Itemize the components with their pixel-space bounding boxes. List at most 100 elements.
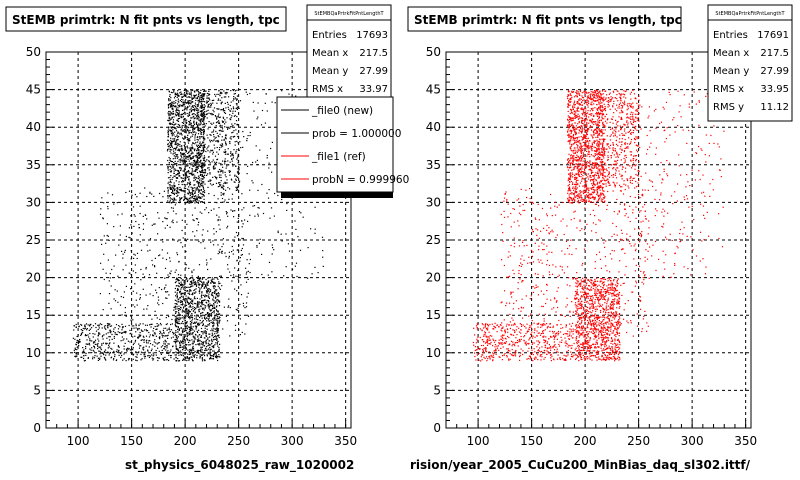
- scatter-point: [581, 178, 583, 180]
- scatter-point: [178, 282, 180, 284]
- scatter-point: [188, 101, 190, 103]
- scatter-point: [174, 123, 176, 125]
- scatter-point: [197, 302, 199, 304]
- scatter-point: [102, 268, 104, 270]
- scatter-point: [165, 284, 167, 286]
- scatter-point: [233, 115, 235, 117]
- scatter-point: [105, 352, 107, 354]
- legend-box[interactable]: [276, 96, 394, 193]
- scatter-point: [202, 185, 204, 188]
- scatter-point: [202, 151, 204, 153]
- scatter-point: [577, 159, 579, 161]
- scatter-point: [185, 267, 187, 269]
- scatter-point: [233, 130, 235, 132]
- scatter-point: [169, 110, 171, 113]
- scatter-point: [201, 303, 203, 305]
- scatter-point: [571, 111, 573, 113]
- scatter-point: [170, 104, 172, 106]
- scatter-point: [109, 352, 111, 354]
- scatter-point: [119, 304, 122, 306]
- scatter-point: [177, 360, 180, 362]
- scatter-point: [234, 114, 236, 117]
- scatter-point: [571, 123, 573, 125]
- scatter-point: [195, 291, 197, 293]
- scatter-point: [202, 241, 204, 243]
- scatter-point: [208, 316, 210, 318]
- scatter-point: [97, 348, 99, 350]
- scatter-point: [174, 168, 176, 170]
- scatter-point: [594, 153, 596, 155]
- scatter-point: [138, 351, 140, 353]
- scatter-point: [180, 317, 182, 319]
- scatter-point: [203, 121, 205, 123]
- scatter-point: [594, 198, 596, 200]
- scatter-point: [164, 346, 166, 348]
- scatter-point: [167, 169, 169, 171]
- scatter-point: [189, 119, 192, 121]
- scatter-point: [218, 349, 220, 351]
- scatter-point: [210, 321, 212, 324]
- scatter-point: [177, 331, 179, 333]
- scatter-point: [121, 250, 123, 252]
- scatter-point: [125, 348, 128, 350]
- right-title-box: [407, 6, 682, 32]
- scatter-point: [181, 354, 183, 356]
- scatter-point: [231, 245, 233, 248]
- scatter-point: [242, 131, 244, 133]
- scatter-point: [567, 179, 569, 181]
- scatter-point: [201, 358, 203, 360]
- scatter-point: [128, 190, 131, 192]
- left-stats-box[interactable]: [306, 4, 392, 104]
- scatter-point: [200, 145, 202, 147]
- scatter-point: [195, 284, 198, 286]
- scatter-point: [186, 112, 188, 115]
- scatter-point: [178, 285, 180, 287]
- scatter-point: [197, 133, 200, 135]
- scatter-point: [182, 328, 184, 330]
- scatter-point: [175, 281, 177, 283]
- scatter-point: [93, 350, 95, 352]
- scatter-point: [286, 209, 288, 211]
- scatter-point: [574, 149, 576, 151]
- scatter-point: [191, 339, 193, 341]
- scatter-point: [195, 104, 197, 106]
- scatter-point: [584, 140, 587, 142]
- x-tick-label: 250: [227, 434, 250, 448]
- scatter-point: [199, 144, 201, 146]
- scatter-point: [192, 341, 194, 343]
- scatter-point: [307, 277, 309, 279]
- scatter-point: [200, 143, 202, 145]
- scatter-point: [206, 95, 208, 97]
- scatter-point: [583, 168, 585, 170]
- scatter-point: [218, 162, 220, 164]
- scatter-point: [174, 303, 176, 305]
- scatter-point: [596, 115, 599, 117]
- scatter-point: [185, 165, 187, 167]
- scatter-point: [602, 197, 604, 199]
- scatter-point: [175, 108, 178, 110]
- scatter-point: [213, 111, 215, 113]
- scatter-point: [180, 115, 182, 117]
- scatter-point: [175, 163, 177, 165]
- scatter-point: [141, 330, 143, 332]
- scatter-point: [218, 295, 220, 297]
- scatter-point: [182, 154, 184, 156]
- scatter-point: [208, 300, 210, 302]
- scatter-point: [192, 359, 194, 362]
- scatter-point: [117, 328, 120, 330]
- scatter-point: [587, 195, 589, 197]
- scatter-point: [581, 107, 583, 109]
- scatter-point: [208, 193, 210, 195]
- scatter-point: [216, 310, 218, 312]
- scatter-point: [131, 194, 133, 196]
- scatter-point: [221, 197, 224, 200]
- scatter-point: [253, 205, 256, 207]
- scatter-point: [255, 145, 257, 147]
- y-tick-label: 45: [26, 83, 41, 97]
- scatter-point: [176, 306, 178, 308]
- scatter-point: [200, 183, 202, 185]
- scatter-point: [192, 347, 194, 349]
- scatter-point: [227, 106, 229, 108]
- scatter-point: [198, 111, 200, 113]
- scatter-point: [581, 129, 583, 131]
